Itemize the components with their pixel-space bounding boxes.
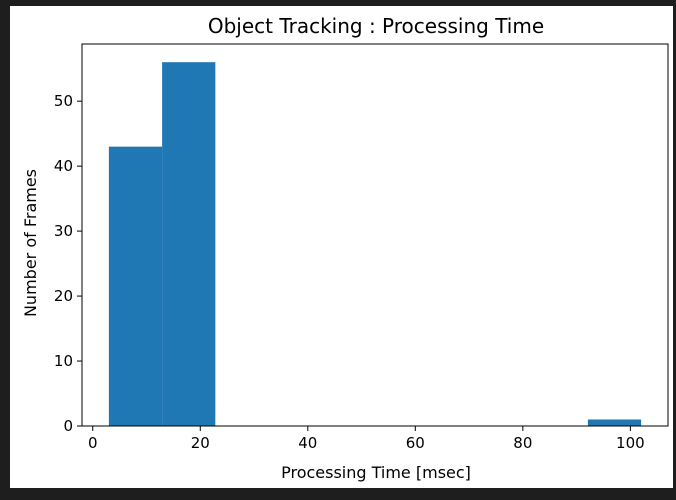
y-tick-label: 0 [63, 417, 73, 435]
x-tick-label: 100 [616, 434, 645, 452]
y-axis-label: Number of Frames [21, 169, 40, 317]
x-tick-label: 20 [191, 434, 210, 452]
y-tick-label: 50 [54, 92, 73, 110]
plot-area-frame [81, 43, 669, 427]
histogram-bar-1 [162, 62, 216, 426]
histogram-bar-0 [108, 146, 163, 427]
x-tick-label: 40 [298, 434, 317, 452]
histogram-chart: Object Tracking : Processing Time Proces… [21, 14, 669, 482]
x-axis-ticks: 0 20 40 60 80 100 [88, 426, 645, 452]
histogram-bar-9 [587, 419, 642, 426]
y-tick-label: 20 [54, 287, 73, 305]
x-tick-label: 60 [406, 434, 425, 452]
y-tick-label: 30 [54, 222, 73, 240]
y-axis-ticks: 0 10 20 30 40 50 [54, 92, 82, 435]
y-tick-label: 40 [54, 157, 73, 175]
chart-title: Object Tracking : Processing Time [208, 14, 544, 38]
figure-canvas: Object Tracking : Processing Time Proces… [10, 6, 673, 488]
x-tick-label: 0 [88, 434, 98, 452]
histogram-bars [108, 62, 642, 427]
y-tick-label: 10 [54, 352, 73, 370]
x-tick-label: 80 [513, 434, 532, 452]
x-axis-label: Processing Time [msec] [281, 463, 471, 482]
